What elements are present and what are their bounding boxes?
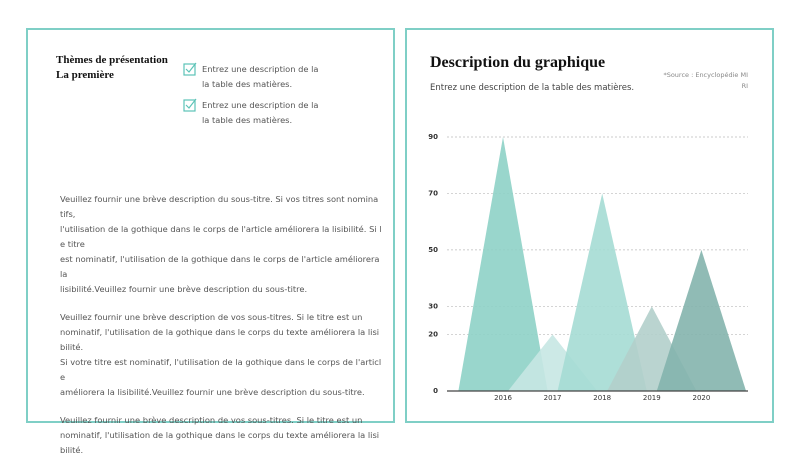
checklist-line: la table des matières. [202, 79, 293, 89]
checklist-line: la table des matières. [202, 115, 293, 125]
paragraph-line: est nominatif, l'utilisation de la gothi… [60, 254, 380, 264]
paragraph-line: Veuillez fournir une brève description d… [60, 312, 363, 322]
title-line: Thèmes de présentation [56, 54, 168, 66]
paragraph-line: tifs, [60, 209, 76, 219]
x-tick-label: 2016 [494, 394, 512, 402]
page: Thèmes de présentation La première Entre… [26, 28, 774, 455]
y-tick-label: 90 [428, 133, 438, 141]
peak [557, 193, 647, 391]
paragraph-line: e [60, 372, 66, 382]
paragraph-line: nominatif, l'utilisation de la gothique … [60, 327, 380, 337]
x-tick-label: 2017 [544, 394, 562, 402]
paragraph-line: bilité. [60, 342, 84, 352]
checkbox-icon [183, 62, 197, 112]
x-tick-label: 2020 [692, 394, 710, 402]
checklist-line: Entrez une description de la [202, 100, 319, 110]
checklist-item: Entrez une description de la la table des… [202, 98, 319, 128]
paragraph-line: Veuillez fournir une brève description d… [60, 194, 379, 204]
paragraph-line: Si votre titre est nominatif, l'utilisat… [60, 357, 382, 367]
paragraph-line: l'utilisation de la gothique dans le cor… [60, 224, 382, 234]
y-tick-label: 20 [428, 331, 438, 339]
paragraph: Veuillez fournir une brève description d… [60, 192, 382, 297]
y-tick-label: 50 [428, 246, 438, 254]
paragraph-line: Veuillez fournir une brève description d… [60, 415, 363, 425]
y-tick-label: 70 [428, 189, 438, 197]
title-line: La première [56, 69, 114, 81]
y-tick-label: 0 [433, 387, 438, 395]
left-title: Thèmes de présentation La première [56, 53, 168, 83]
paragraph-line: nominatif, l'utilisation de la gothique … [60, 430, 380, 440]
paragraph-line: lisibilité.Veuillez fournir une brève de… [60, 284, 308, 294]
paragraph-line: la [60, 269, 68, 279]
y-tick-label: 30 [428, 302, 438, 310]
paragraph: Veuillez fournir une brève description d… [60, 310, 382, 400]
peak [656, 249, 747, 391]
peak [458, 137, 548, 391]
checklist-item: Entrez une description de la la table des… [202, 62, 319, 92]
chart-subtitle: Entrez une description de la table des m… [430, 83, 635, 93]
chart-source: *Source : Encyclopédie MI RI [663, 71, 748, 90]
right-panel [405, 28, 774, 423]
chart-title: Description du graphique [430, 54, 606, 71]
paragraph-line: e titre [60, 239, 85, 249]
chart: 0 20 30 50 70 90 2016 2017 2018 2019 2020 [183, 62, 748, 402]
left-panel [26, 28, 395, 423]
checklist-line: Entrez une description de la [202, 64, 319, 74]
paragraph-line: améliorera la lisibilité.Veuillez fourni… [60, 387, 365, 397]
x-tick-label: 2019 [643, 394, 661, 402]
x-tick-label: 2018 [593, 394, 611, 402]
